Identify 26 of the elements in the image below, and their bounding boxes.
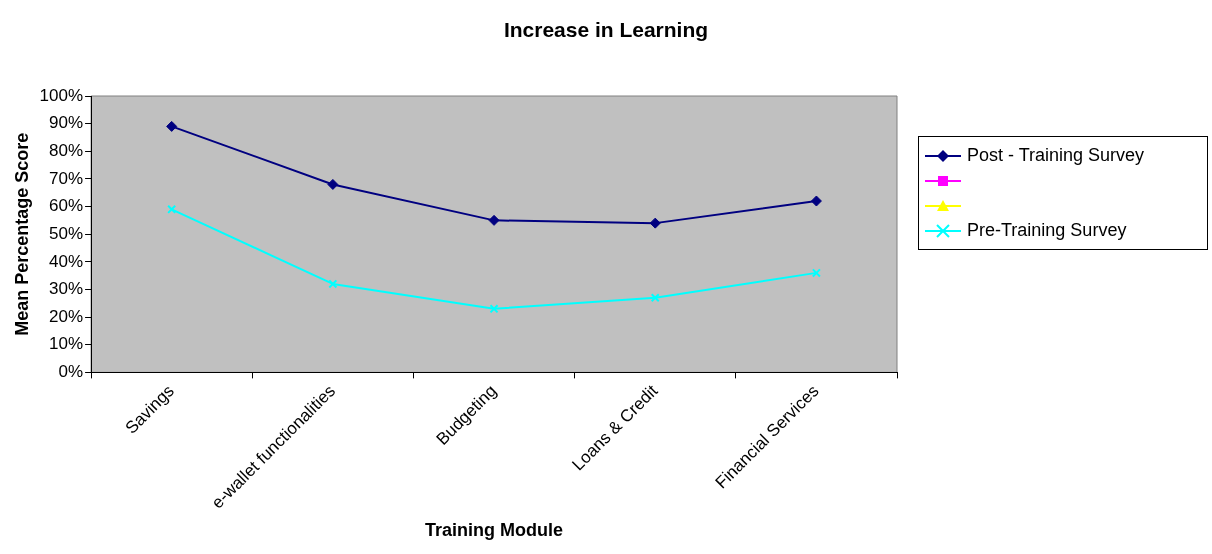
y-tick-label: 90% [49,113,84,133]
y-tick-label: 80% [49,140,84,160]
point [810,195,822,207]
y-tick-label: 50% [49,223,84,243]
y-tick-label: 70% [49,168,84,188]
point [488,214,500,226]
point [489,304,499,314]
chart-title: Increase in Learning [502,18,710,42]
legend-label: Pre-Training Survey [967,220,1127,241]
y-tick-label: 100% [39,85,84,105]
point [650,293,660,303]
point [167,204,177,214]
y-tick-label: 10% [49,334,84,354]
point [811,268,821,278]
x-axis-title: Training Module [425,520,564,541]
y-tick-label: 30% [49,279,84,299]
y-tick-label: 0% [58,362,84,382]
y-axis-title: Mean Percentage Score [11,132,32,336]
y-tick-label: 60% [49,196,84,216]
point [327,178,339,190]
legend-label: Post - Training Survey [967,145,1145,166]
y-tick-label: 40% [49,251,84,271]
point [649,217,661,229]
point [166,120,178,132]
y-tick-label: 20% [49,306,84,326]
point [328,279,338,289]
